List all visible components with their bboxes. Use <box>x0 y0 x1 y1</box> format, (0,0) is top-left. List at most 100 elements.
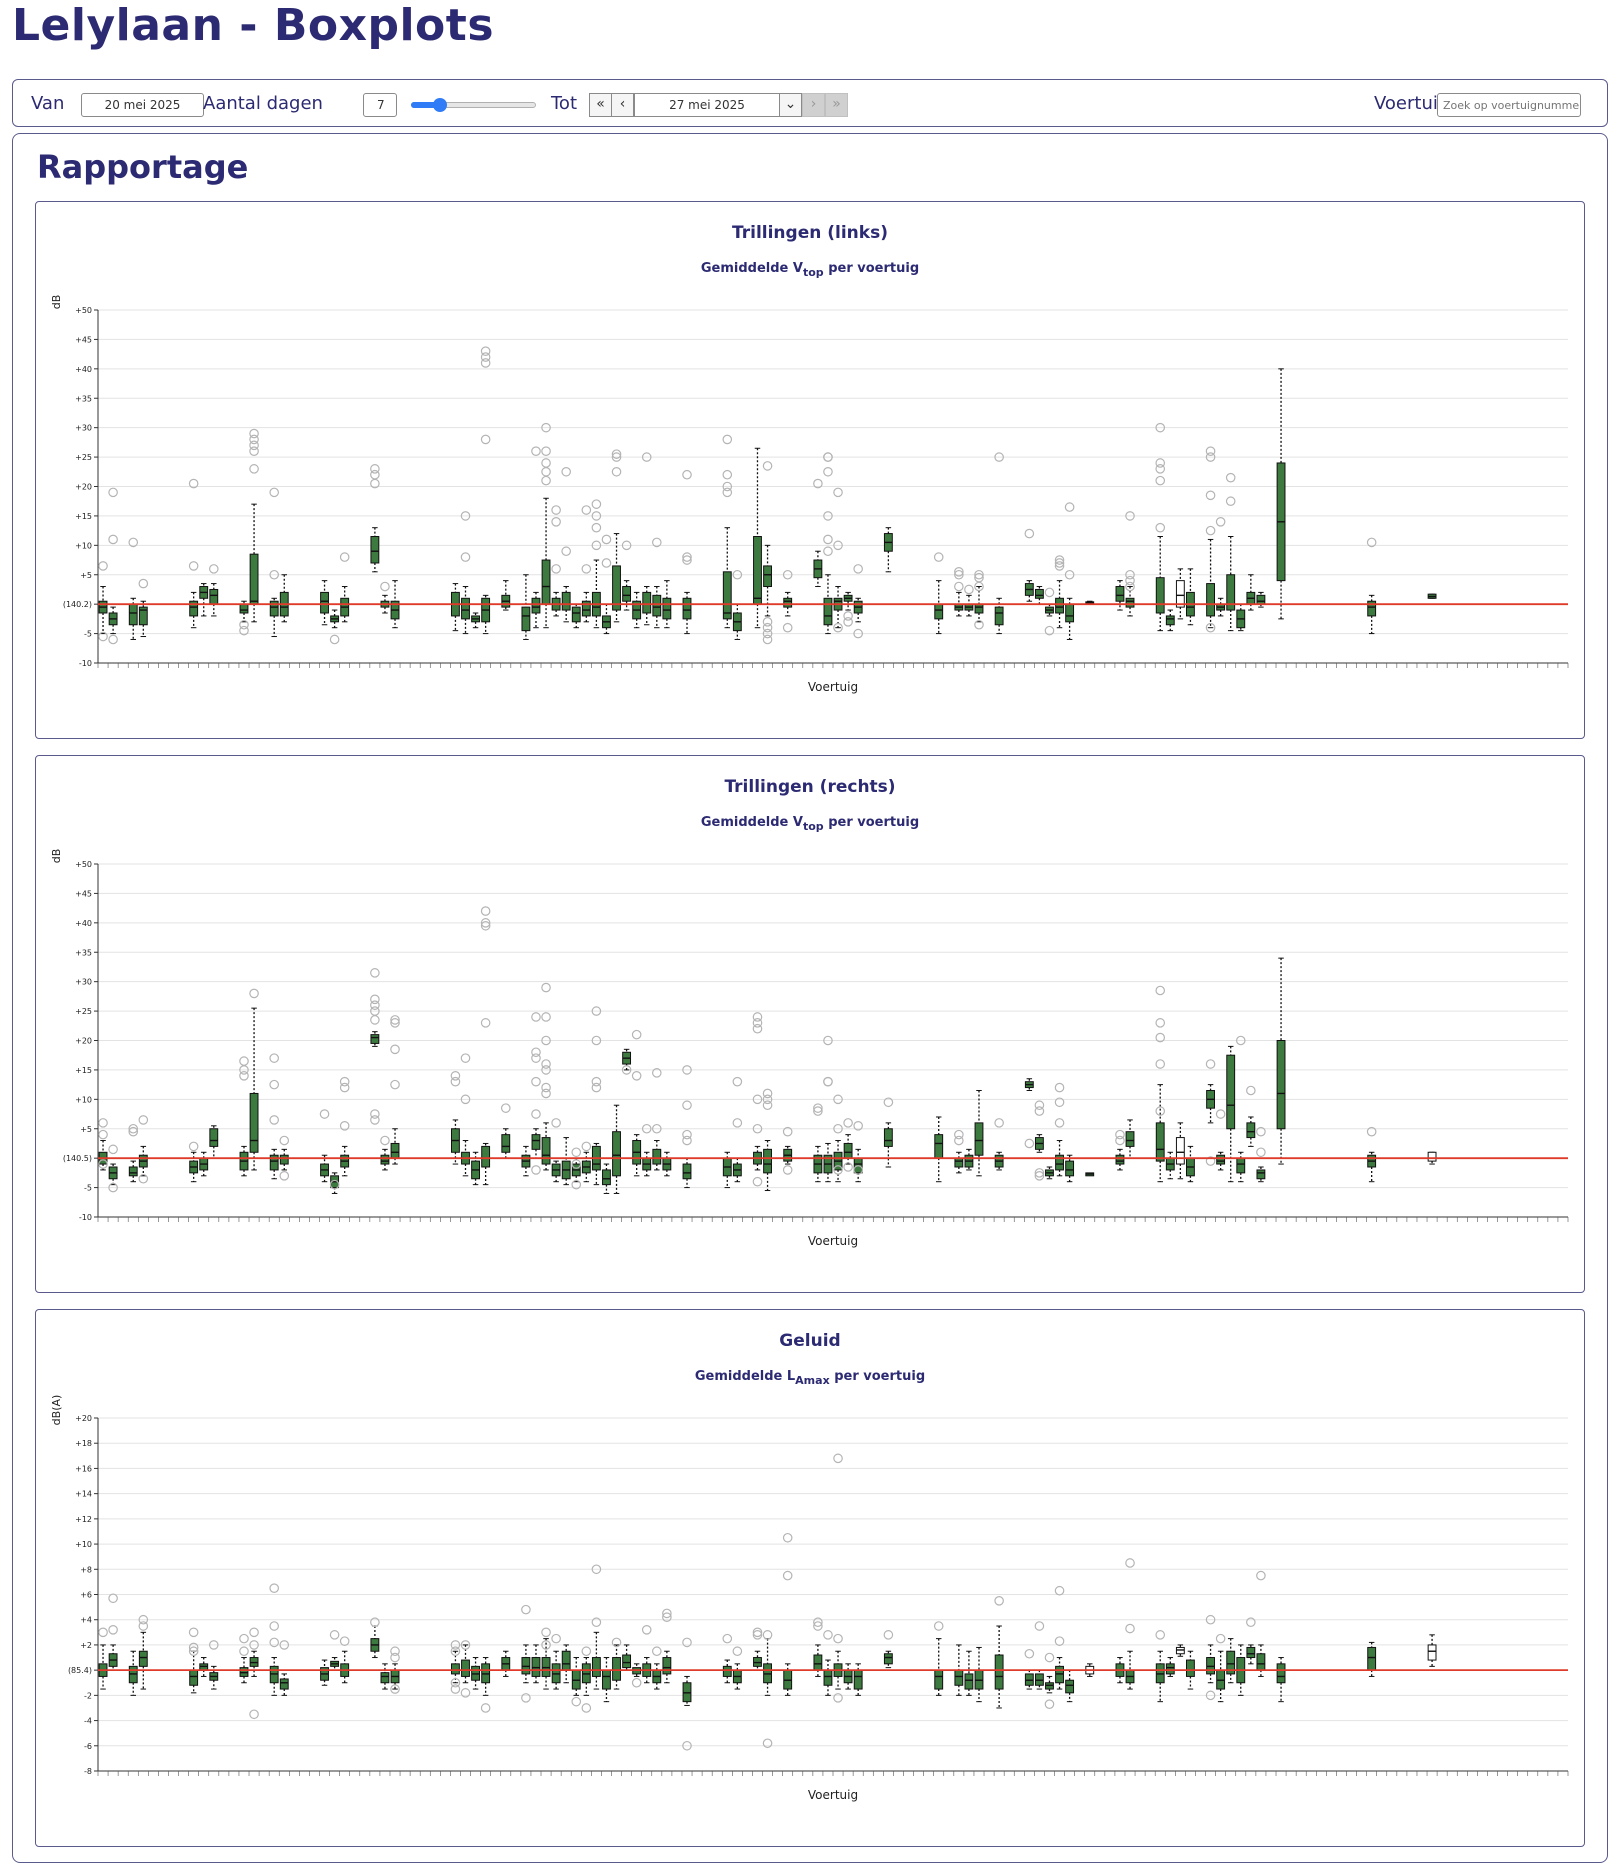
boxplot-vehicle-108[interactable] <box>1186 1145 1195 1183</box>
boxplot-vehicle-42[interactable] <box>521 1145 531 1177</box>
boxplot-vehicle-73[interactable] <box>833 1453 843 1703</box>
boxplot-vehicle-63[interactable] <box>732 569 743 640</box>
boxplot-vehicle-56[interactable] <box>662 1151 672 1177</box>
boxplot-vehicle-112[interactable] <box>1226 1045 1236 1183</box>
boxplot-vehicle-38[interactable] <box>480 346 491 635</box>
boxplot-vehicle-1[interactable] <box>108 487 118 645</box>
boxplot-vehicle-47[interactable] <box>571 1147 582 1190</box>
boxplot-vehicle-48[interactable] <box>581 505 592 623</box>
boxplot-vehicle-4[interactable] <box>138 1115 149 1184</box>
boxplot-vehicle-72[interactable] <box>823 452 833 635</box>
boxplot-vehicle-35[interactable] <box>450 1640 461 1694</box>
boxplot-vehicle-37[interactable] <box>471 1151 480 1186</box>
boxplot-vehicle-43[interactable] <box>531 1644 541 1684</box>
boxplot-vehicle-46[interactable] <box>561 466 571 623</box>
boxplot-vehicle-113[interactable] <box>1235 1035 1246 1183</box>
boxplot-vehicle-15[interactable] <box>249 428 259 623</box>
boxplot-vehicle-58[interactable] <box>682 1637 692 1751</box>
boxplot-vehicle-55[interactable] <box>652 537 662 629</box>
boxplot-vehicle-52[interactable] <box>621 540 632 611</box>
boxplot-vehicle-45[interactable] <box>551 1633 561 1690</box>
boxplot-vehicle-94[interactable] <box>1044 587 1055 636</box>
boxplot-vehicle-17[interactable] <box>269 1583 279 1696</box>
boxplot-vehicle-95[interactable] <box>1054 555 1065 629</box>
boxplot-vehicle-51[interactable] <box>612 1104 621 1194</box>
boxplot-vehicle-37[interactable] <box>471 1657 480 1690</box>
boxplot-vehicle-22[interactable] <box>320 1659 329 1686</box>
boxplot-vehicle-96[interactable] <box>1065 1669 1075 1703</box>
boxplot-vehicle-11[interactable] <box>208 1640 219 1690</box>
boxplot-vehicle-42[interactable] <box>521 574 531 640</box>
boxplot-vehicle-50[interactable] <box>602 1657 611 1703</box>
boxplot-vehicle-87[interactable] <box>974 1646 984 1703</box>
boxplot-vehicle-66[interactable] <box>762 1088 773 1192</box>
from-date-input[interactable] <box>81 93 204 117</box>
boxplot-vehicle-17[interactable] <box>269 1053 279 1180</box>
boxplot-vehicle-114[interactable] <box>1246 1617 1256 1665</box>
boxplot-vehicle-27[interactable] <box>370 1617 380 1659</box>
boxplot-vehicle-14[interactable] <box>239 600 249 636</box>
boxplot-vehicle-86[interactable] <box>964 1650 974 1696</box>
boxplot-vehicle-105[interactable] <box>1155 985 1166 1183</box>
boxplot-vehicle-38[interactable] <box>480 906 491 1186</box>
boxplot-vehicle-18[interactable] <box>279 574 289 623</box>
boxplot-vehicle-27[interactable] <box>370 464 380 573</box>
boxplot-vehicle-40[interactable] <box>501 580 511 611</box>
boxplot-vehicle-117[interactable] <box>1276 957 1286 1165</box>
boxplot-vehicle-73[interactable] <box>833 487 843 633</box>
boxplot-vehicle-23[interactable] <box>329 1172 340 1194</box>
boxplot-vehicle-83[interactable] <box>933 1621 944 1696</box>
boxplot-vehicle-126[interactable] <box>1366 537 1377 635</box>
boxplot-vehicle-93[interactable] <box>1034 1621 1045 1690</box>
first-date-button[interactable]: « <box>589 93 612 117</box>
boxplot-vehicle-102[interactable] <box>1125 511 1135 617</box>
boxplot-vehicle-52[interactable] <box>621 1048 632 1075</box>
boxplot-vehicle-102[interactable] <box>1125 1119 1135 1159</box>
boxplot-vehicle-0[interactable] <box>98 1118 108 1171</box>
boxplot-vehicle-24[interactable] <box>339 552 350 623</box>
boxplot-vehicle-115[interactable] <box>1256 1570 1266 1677</box>
boxplot-vehicle-28[interactable] <box>380 581 390 614</box>
boxplot-vehicle-86[interactable] <box>964 1148 974 1171</box>
boxplot-vehicle-27[interactable] <box>370 968 380 1125</box>
boxplot-vehicle-28[interactable] <box>380 1135 390 1171</box>
boxplot-vehicle-36[interactable] <box>460 511 471 635</box>
boxplot-vehicle-29[interactable] <box>390 580 400 629</box>
boxplot-vehicle-94[interactable] <box>1045 1166 1054 1180</box>
boxplot-vehicle-44[interactable] <box>541 1627 551 1690</box>
boxplot-vehicle-111[interactable] <box>1215 1109 1226 1171</box>
boxplot-vehicle-126[interactable] <box>1367 1641 1377 1677</box>
boxplot-vehicle-74[interactable] <box>843 591 853 627</box>
boxplot-vehicle-68[interactable] <box>782 1532 793 1696</box>
boxplot-vehicle-55[interactable] <box>652 1068 662 1171</box>
boxplot-vehicle-10[interactable] <box>199 1657 209 1677</box>
boxplot-vehicle-29[interactable] <box>390 1015 400 1165</box>
boxplot-vehicle-50[interactable] <box>602 1163 611 1194</box>
boxplot-vehicle-3[interactable] <box>128 1650 138 1696</box>
boxplot-vehicle-62[interactable] <box>722 1633 733 1684</box>
boxplot-vehicle-56[interactable] <box>662 1608 672 1684</box>
boxplot-vehicle-78[interactable] <box>883 527 893 573</box>
boxplot-vehicle-15[interactable] <box>249 1627 259 1720</box>
boxplot-vehicle-28[interactable] <box>380 1663 390 1690</box>
boxplot-vehicle-112[interactable] <box>1225 472 1236 632</box>
boxplot-vehicle-111[interactable] <box>1215 516 1226 617</box>
boxplot-vehicle-35[interactable] <box>451 583 460 632</box>
boxplot-vehicle-96[interactable] <box>1064 502 1075 640</box>
boxplot-vehicle-85[interactable] <box>954 1129 964 1174</box>
boxplot-vehicle-51[interactable] <box>611 1637 622 1690</box>
boxplot-vehicle-4[interactable] <box>138 578 149 638</box>
boxplot-vehicle-46[interactable] <box>561 1137 571 1186</box>
boxplot-vehicle-36[interactable] <box>460 1640 471 1698</box>
boxplot-vehicle-62[interactable] <box>722 434 733 629</box>
boxplot-vehicle-55[interactable] <box>652 1646 662 1690</box>
boxplot-vehicle-23[interactable] <box>329 609 340 645</box>
days-input[interactable] <box>363 93 397 117</box>
boxplot-vehicle-95[interactable] <box>1054 1082 1065 1177</box>
boxplot-vehicle-117[interactable] <box>1276 368 1286 620</box>
boxplot-vehicle-47[interactable] <box>571 603 581 629</box>
boxplot-vehicle-47[interactable] <box>571 1657 582 1707</box>
boxplot-vehicle-71[interactable] <box>813 1103 823 1183</box>
boxplot-vehicle-65[interactable] <box>752 1627 763 1671</box>
boxplot-vehicle-98[interactable] <box>1085 1172 1095 1177</box>
